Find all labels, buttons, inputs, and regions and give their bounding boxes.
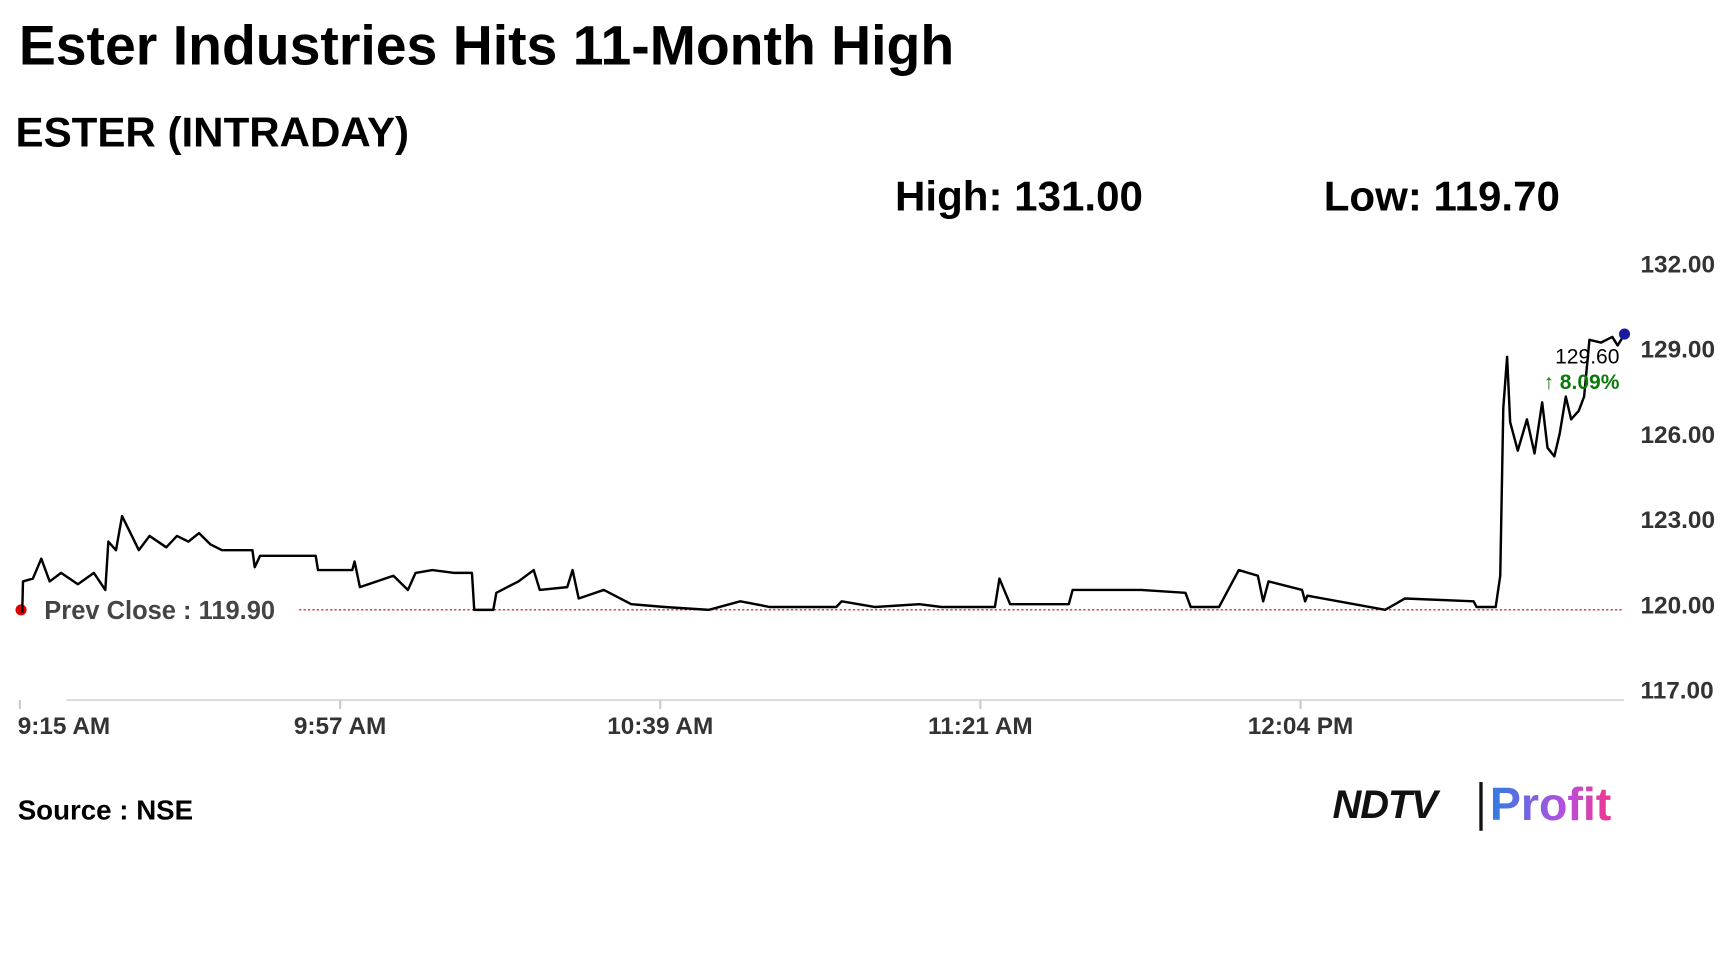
low-text: Low: 119.70 xyxy=(1324,173,1560,220)
y-tick-label: 123.00 xyxy=(1640,507,1715,534)
prev-close-label: Prev Close : 119.90 xyxy=(44,597,275,625)
chart-subtitle: ESTER (INTRADAY) xyxy=(16,108,410,155)
y-tick-label: 117.00 xyxy=(1640,678,1713,705)
logo-profit: Profit xyxy=(1490,778,1611,830)
x-tick-label: 11:21 AM xyxy=(928,713,1033,740)
y-tick-label: 120.00 xyxy=(1640,592,1715,619)
x-tick-label: 9:57 AM xyxy=(294,713,387,740)
y-tick-label: 132.00 xyxy=(1640,251,1715,278)
price-line xyxy=(21,333,1626,613)
x-tick-label: 9:15 AM xyxy=(18,713,111,740)
logo-ndtv: NDTV xyxy=(1333,783,1442,827)
x-tick-label: 12:04 PM xyxy=(1248,713,1354,740)
last-value-label: 129.60 xyxy=(1555,345,1619,368)
x-tick-label: 10:39 AM xyxy=(607,713,713,740)
source: Source : NSE xyxy=(18,794,193,825)
last-point xyxy=(1618,328,1631,340)
prev-close-dot xyxy=(15,604,27,616)
chart-title: Ester Industries Hits 11-Month High xyxy=(19,14,954,76)
change-label: ↑ 8.09% xyxy=(1543,371,1619,394)
y-tick-label: 129.00 xyxy=(1640,337,1715,364)
y-tick-label: 126.00 xyxy=(1640,422,1715,449)
high-text: High: 131.00 xyxy=(895,173,1143,220)
